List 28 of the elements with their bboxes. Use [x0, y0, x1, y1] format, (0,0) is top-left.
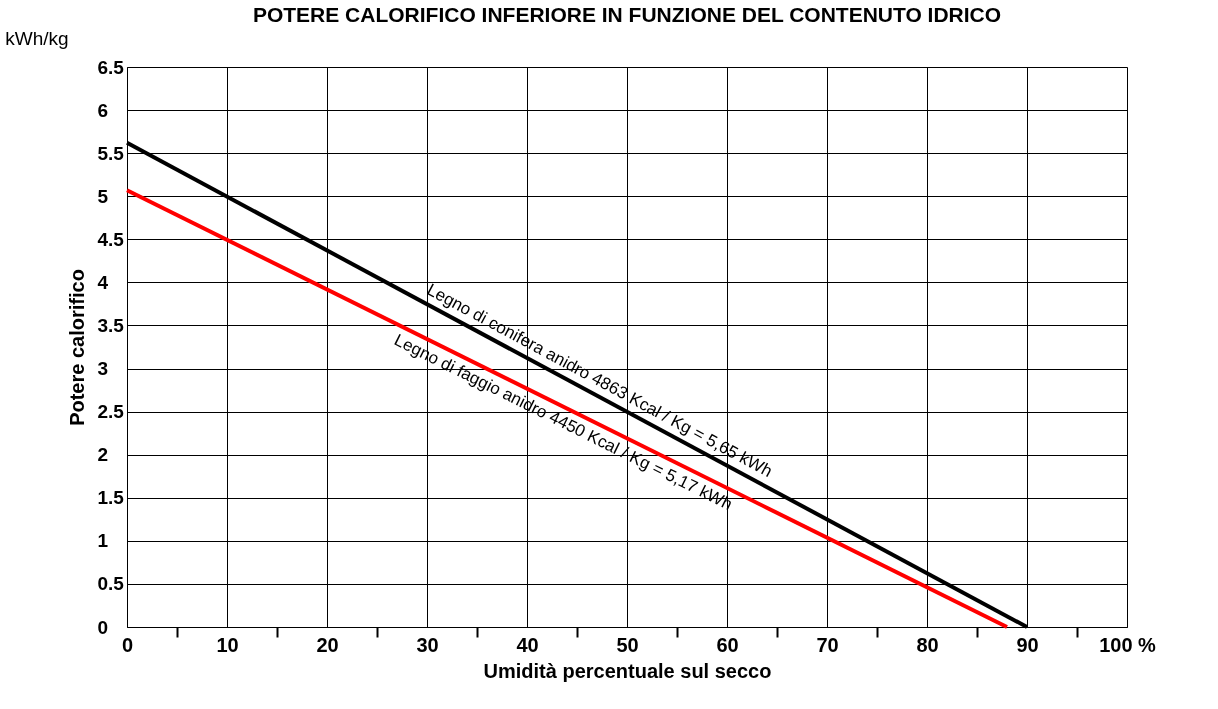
y-axis-title: Potere calorifico: [65, 269, 88, 426]
x-tick-label: 60: [716, 633, 739, 656]
y-tick-label: 4: [97, 271, 109, 293]
x-tick-label: 80: [916, 633, 939, 656]
text: kWh/kg: [5, 28, 69, 49]
y-tick-label: 3.5: [97, 314, 125, 336]
y-tick-label: 6: [97, 99, 109, 121]
y-tick-label: 1: [97, 530, 109, 552]
x-tick-label: 100 %: [1099, 633, 1157, 656]
y-tick-label: 1.5: [97, 487, 125, 509]
x-tick-label: 40: [516, 633, 539, 656]
chart-title: POTERE CALORIFICO INFERIORE IN FUNZIONE DEL CONTENUTO IDRICO: [252, 3, 1002, 26]
y-tick-label: 3: [97, 358, 109, 380]
y-tick-label: 5.5: [97, 142, 125, 164]
x-tick-label: 10: [216, 633, 239, 656]
y-tick-label: 4.5: [97, 228, 125, 250]
x-tick-label: 30: [416, 633, 439, 656]
y-tick-label: 5: [97, 185, 109, 207]
x-tick-label: 70: [816, 633, 839, 656]
y-tick-label: 0: [97, 616, 109, 638]
x-tick-label: 20: [316, 633, 339, 656]
x-axis-title: Umidità percentuale sul secco: [483, 659, 772, 682]
y-tick-label: 6.5: [97, 56, 125, 78]
y-tick-label: 2.5: [97, 401, 125, 423]
y-tick-label: 2: [97, 444, 109, 466]
x-tick-label: 90: [1016, 633, 1039, 656]
y-tick-label: 0.5: [97, 573, 125, 595]
x-tick-label: 50: [616, 633, 639, 656]
